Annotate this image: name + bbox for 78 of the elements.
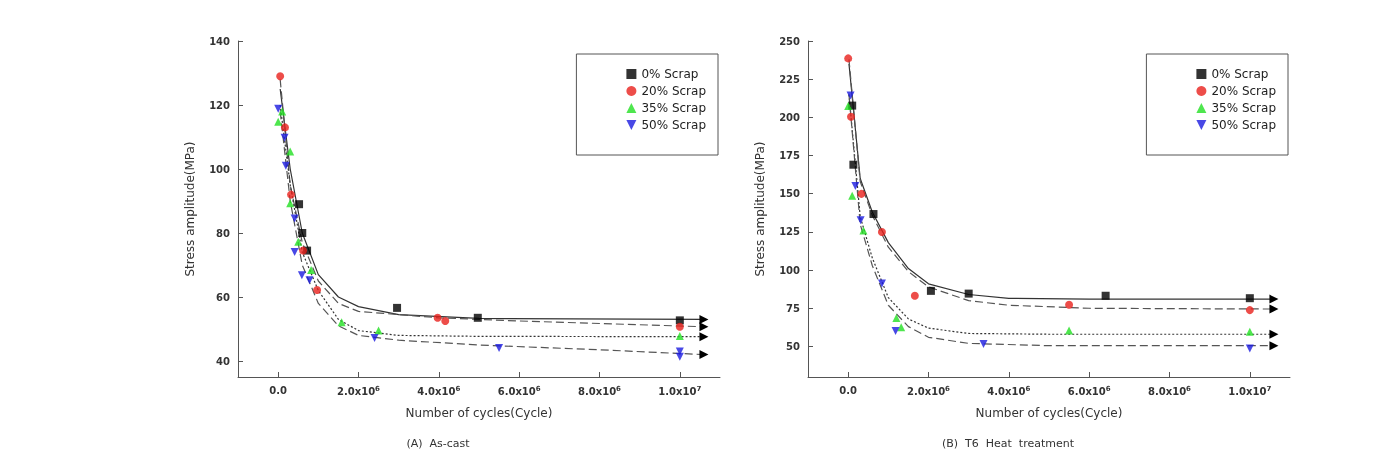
legend-label: 50% Scrap (641, 118, 706, 132)
point (473, 313, 482, 322)
legend-label: 0% Scrap (1211, 67, 1269, 81)
point (495, 343, 504, 352)
point (307, 266, 316, 275)
y-tick-label: 50 (786, 340, 801, 352)
point (313, 285, 322, 294)
point (851, 182, 860, 191)
point (305, 276, 314, 285)
point (964, 289, 973, 298)
text: (A) As-cast (406, 437, 471, 450)
point (299, 246, 308, 255)
y-tick-label: 120 (209, 99, 231, 111)
point (892, 313, 901, 322)
point (287, 190, 296, 199)
point (1245, 344, 1254, 353)
point (290, 247, 299, 256)
legend-label: 20% Scrap (1211, 84, 1276, 98)
point (675, 347, 684, 356)
y-tick-label: 60 (216, 291, 231, 303)
point (281, 123, 289, 132)
point (926, 286, 935, 295)
point (846, 112, 855, 121)
point (295, 200, 304, 209)
point (298, 229, 307, 237)
point (433, 313, 442, 322)
y-tick-label: 200 (779, 111, 801, 123)
y-tick-label: 225 (779, 73, 801, 85)
point (979, 340, 988, 349)
point (891, 326, 900, 335)
y-axis-title: Stress amplitude(MPa) (753, 141, 767, 277)
legend-label: 35% Scrap (641, 101, 706, 115)
point (849, 160, 858, 169)
point (393, 303, 402, 312)
legend-label: 0% Scrap (641, 67, 699, 81)
y-tick-label: 100 (779, 264, 801, 276)
point (675, 332, 684, 341)
point (374, 326, 383, 335)
point (370, 333, 379, 342)
point (857, 189, 866, 198)
y-tick-label: 150 (779, 188, 801, 200)
y-tick-label: 100 (209, 163, 231, 175)
point (910, 291, 919, 300)
y-axis-title: Stress amplitude(MPa) (183, 141, 197, 277)
point (1245, 327, 1254, 336)
y-tick-label: 140 (209, 35, 231, 47)
x-axis-title: Number of cycles(Cycle) (405, 406, 553, 420)
legend-label: 20% Scrap (641, 84, 706, 98)
x-tick-label: 0.0 (839, 384, 858, 396)
y-tick-label: 125 (779, 226, 801, 238)
point (297, 271, 306, 280)
point (848, 191, 857, 200)
x-axis-title: Number of cycles(Cycle) (975, 406, 1123, 420)
legend-label: 50% Scrap (1211, 118, 1276, 132)
legend-label: 35% Scrap (1211, 101, 1276, 115)
x-tick-label: 0.0 (269, 384, 288, 396)
y-tick-label: 175 (779, 150, 801, 162)
point (856, 216, 865, 225)
point (441, 317, 450, 325)
point (1245, 294, 1254, 303)
point (869, 210, 878, 219)
point (1101, 291, 1110, 300)
y-tick-label: 40 (216, 355, 231, 367)
point (1245, 306, 1254, 315)
point (675, 316, 684, 325)
point (877, 228, 886, 237)
point (844, 101, 853, 110)
text: (B) T6 Heat treatment (941, 437, 1075, 450)
point (276, 72, 285, 81)
point (294, 237, 303, 246)
point (274, 117, 283, 126)
y-tick-label: 75 (786, 302, 801, 314)
y-tick-label: 80 (216, 227, 231, 239)
point (675, 322, 684, 331)
point (844, 54, 853, 63)
point (274, 104, 283, 113)
y-tick-label: 250 (779, 35, 801, 47)
point (1065, 300, 1074, 309)
